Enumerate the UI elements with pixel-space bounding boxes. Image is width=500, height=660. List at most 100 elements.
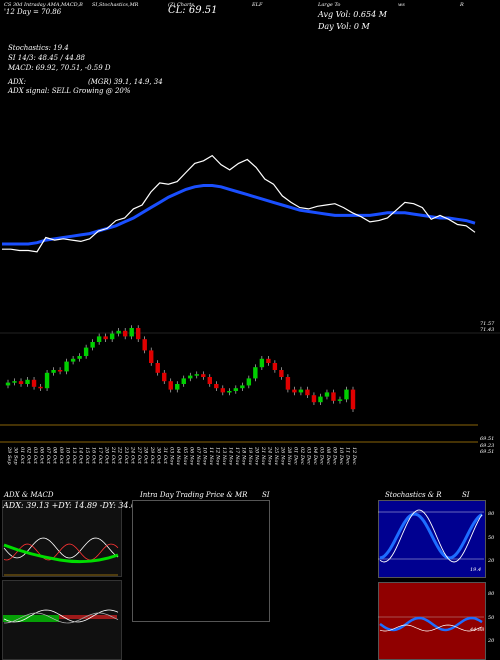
date-label: 13 Nov (221, 447, 227, 465)
candle-body (90, 342, 95, 348)
date-label: 08 Dec (325, 447, 331, 465)
candle-body (64, 361, 69, 372)
date-label: 01 Oct (19, 447, 25, 465)
date-label: 20 Nov (253, 446, 259, 465)
date-label: 26 Nov (279, 446, 285, 465)
date-label: 30 Sep (13, 447, 19, 465)
date-label: 12 Dec (351, 447, 357, 465)
price-label-b3: 69.51 (480, 449, 495, 455)
candle-body (344, 389, 349, 400)
date-label: 02 Oct (26, 447, 32, 465)
ticker-short: ELF (252, 2, 263, 8)
date-label: 11 Nov (208, 447, 214, 465)
candle-body (38, 386, 43, 389)
candle-body (227, 391, 232, 393)
day-value: '12 Day = 70.86 (4, 8, 62, 16)
date-label: 24 Oct (130, 446, 136, 465)
candle-body (25, 379, 30, 384)
date-label: 17 Oct (97, 447, 103, 465)
candle-body (129, 328, 134, 337)
header-line1e: ws (398, 2, 405, 8)
candle-body (246, 378, 252, 386)
candle-body (96, 336, 102, 342)
candle-body (83, 347, 89, 356)
candle-body (240, 385, 245, 389)
adx-panel (2, 500, 122, 577)
date-label: 09 Oct (58, 447, 64, 465)
date-label: 06 Oct (39, 447, 45, 465)
adx-line (3, 537, 119, 559)
plus-dy-line (3, 543, 119, 561)
adx-values: ADX: 39.13 +DY: 14.89 -DY: 34.04 (3, 501, 142, 510)
candle-body (142, 339, 147, 351)
candle-body (57, 370, 63, 372)
candle-body (18, 381, 24, 384)
candle-body (292, 389, 297, 393)
date-label: 13 Oct (71, 447, 77, 465)
macd-value: MACD: 69.92, 70.51, -0.59 D (8, 64, 111, 72)
rsi-axis-80: 80 (488, 591, 495, 597)
date-label: 03 Dec (305, 447, 311, 465)
candle-body (116, 330, 121, 334)
date-label: 28 Oct (143, 446, 149, 465)
close-line (2, 154, 476, 253)
date-label: 16 Oct (91, 447, 97, 465)
date-label: 21 Nov (260, 446, 266, 465)
stoch-axis-50: 50 (488, 535, 495, 541)
candle-body (77, 356, 82, 359)
date-label: 05 Dec (318, 447, 324, 465)
candle-body (122, 330, 128, 337)
candle-body (272, 363, 278, 370)
candle-body (201, 374, 206, 377)
stoch-axis-20: 20 (488, 558, 495, 564)
rsi-panel (378, 582, 486, 660)
date-label: 04 Dec (312, 447, 318, 465)
rsi-signal-line (379, 624, 483, 632)
candle-body (233, 388, 239, 391)
candle-body (253, 367, 258, 379)
date-label: 29 Oct (149, 446, 155, 465)
candle-body (298, 389, 304, 393)
si-value: SI 14/3: 48.45 / 44.88 (8, 54, 85, 62)
candle-body (31, 379, 37, 387)
date-label: 10 Dec (338, 447, 344, 465)
candle-body (181, 378, 186, 384)
candle-body (337, 399, 343, 401)
header-line1b: SI,Stochastics,MR (92, 2, 139, 8)
candle-body (12, 381, 17, 383)
candle-body (109, 333, 115, 340)
date-label: 27 Oct (136, 446, 142, 465)
intraday-panel (132, 500, 270, 622)
minus-dy-line (3, 543, 119, 564)
candle-body (318, 396, 323, 403)
date-label: 14 Oct (78, 447, 84, 465)
candle-body (51, 370, 56, 373)
candle-body (259, 358, 265, 368)
date-label: 12 Nov (214, 447, 220, 465)
candle-body (350, 389, 356, 410)
date-label: 07 Oct (45, 447, 51, 465)
mgr-value: (MGR) 39.1, 14.9, 34 (88, 78, 163, 86)
rsi-value: 44.88 (470, 627, 485, 633)
candle-body (155, 363, 160, 373)
date-label: 03 Nov (169, 447, 175, 465)
date-label: 17 Nov (234, 447, 240, 465)
macd-line (3, 609, 119, 623)
adx-panel-title: ADX & MACD (4, 491, 54, 499)
candle-body (5, 382, 11, 386)
candle-body (70, 358, 76, 362)
candle-body (214, 384, 219, 389)
date-label: 11 Dec (344, 447, 350, 465)
stoch-panel-si: SI (462, 491, 470, 499)
stoch-value: 19.4 (470, 567, 482, 573)
date-label: 03 Oct (32, 447, 38, 465)
candle-body (168, 381, 173, 390)
candle-body (175, 384, 180, 390)
price-chart: 29 Sep 30 Sep 01 Oct 02 Oct 03 Oct 06 Oct 07 O… (0, 154, 500, 465)
candle-body (162, 372, 167, 382)
ama-line (2, 184, 476, 246)
price-label-top2: 71.43 (480, 327, 495, 333)
candle-body (305, 389, 310, 396)
date-label: 20 Oct (104, 446, 110, 465)
date-label: 10 Oct (65, 447, 71, 465)
